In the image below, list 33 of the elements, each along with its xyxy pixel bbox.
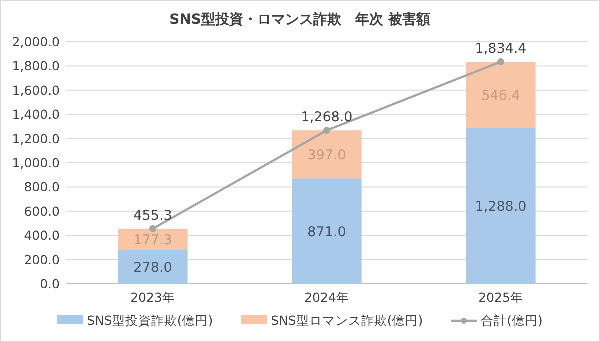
point: [150, 225, 156, 232]
data-label: 1,834.4: [475, 41, 527, 58]
y-tick-label: 2,000.0: [12, 34, 60, 50]
y-tick-label: 1,600.0: [12, 82, 60, 98]
point: [324, 127, 330, 134]
data-label: 871.0: [308, 224, 346, 240]
chart-title: SNS型投資・ロマンス詐欺 年次 被害額: [170, 11, 430, 28]
x-tick-label: 2024年: [304, 290, 350, 305]
data-label: 1,288.0: [475, 199, 527, 216]
legend-label: 合計(億円): [481, 313, 543, 328]
bar: [466, 62, 536, 128]
point: [498, 58, 504, 66]
bar: [292, 178, 362, 284]
y-tick-label: 1,800.0: [12, 58, 60, 74]
legend-label: SNS型投資詐欺(億円): [87, 313, 214, 328]
y-tick-label: 1,000.0: [12, 156, 60, 170]
y-tick-label: 1,200.0: [12, 131, 60, 146]
bar: [292, 130, 362, 179]
y-tick-label: 1,400.0: [12, 107, 60, 122]
bar: [466, 128, 536, 284]
x-tick-label: 2023年: [130, 290, 176, 305]
data-label: 455.3: [134, 208, 172, 224]
y-tick-label: 200.0: [24, 252, 60, 268]
x-tick-label: 2025年: [478, 290, 524, 305]
y-tick-label: 0.0: [40, 276, 60, 292]
y-tick-label: 600.0: [24, 204, 60, 219]
data-label: 1,268.0: [301, 110, 353, 126]
bar: [118, 228, 188, 250]
y-tick-label: 800.0: [24, 180, 60, 195]
y-tick-label: 400.0: [24, 228, 60, 244]
data-label: 278.0: [134, 260, 172, 276]
legend-label: SNS型ロマンス詐欺(億円): [271, 313, 424, 328]
bar: [118, 250, 188, 284]
